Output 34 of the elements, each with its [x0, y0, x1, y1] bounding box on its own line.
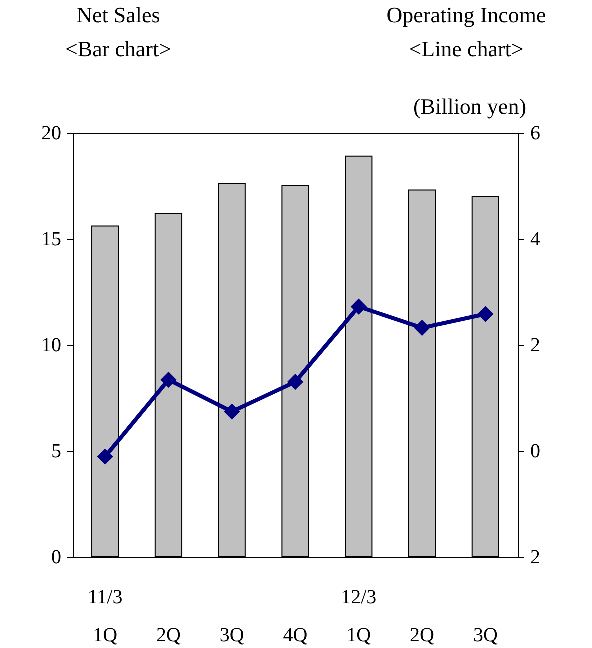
bar [154, 213, 183, 558]
bar [282, 186, 310, 558]
bar [408, 190, 436, 558]
x-tick-label: 3Q [473, 624, 498, 646]
x-tick-label: 12/3 1Q [341, 586, 377, 646]
bar [218, 183, 246, 558]
point [97, 448, 114, 465]
y-tick-label: 0 [52, 546, 62, 568]
y2-tick-label: 2 [530, 334, 540, 356]
x-tick-label: 2Q [156, 624, 182, 646]
y-tick-label: 20 [42, 122, 62, 144]
y2-tick-label: 6 [530, 122, 540, 144]
y-tick-label: 10 [42, 334, 62, 356]
bar [345, 156, 373, 558]
point [160, 372, 177, 388]
y2-tick-label: 0 [530, 440, 540, 462]
y-tick-label: 5 [52, 440, 62, 462]
y-tick-label: 15 [42, 228, 62, 250]
x-tick-label: 4Q [283, 624, 308, 646]
y2-tick-label: 4 [530, 228, 540, 250]
point [287, 374, 304, 390]
point [478, 306, 494, 322]
point [414, 320, 430, 336]
x-tick-label: 2Q [410, 624, 436, 646]
point [224, 404, 240, 420]
x-tick-label: 3Q [220, 624, 245, 646]
bar [92, 226, 120, 558]
bar [472, 196, 500, 558]
y2-axis-title: Operating Income <Line chart> [386, 2, 546, 62]
y-axis-title: Net Sales <Bar chart> [65, 2, 172, 62]
x-tick-label: 11/3 1Q [88, 586, 123, 646]
y2-tick-label: 2 [530, 546, 540, 568]
point [350, 298, 367, 315]
text: (Billion yen) [413, 94, 527, 119]
